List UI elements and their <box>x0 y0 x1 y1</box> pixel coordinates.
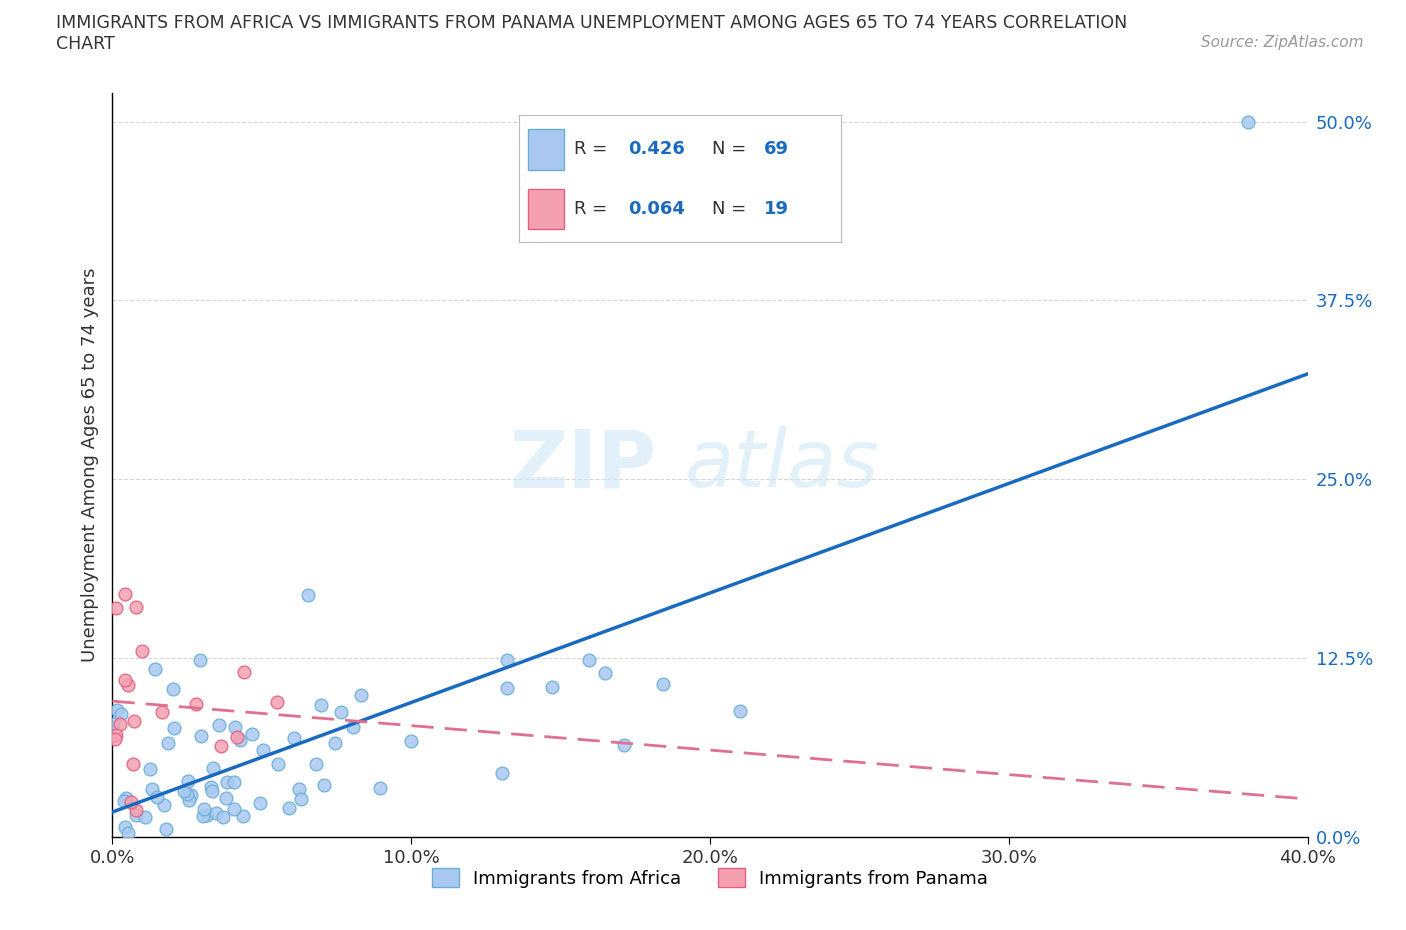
Text: atlas: atlas <box>685 426 879 504</box>
Point <box>121 756 143 771</box>
Point <box>252 743 274 758</box>
Point <box>122 714 145 729</box>
Point <box>190 728 212 743</box>
Point <box>125 807 148 822</box>
Point <box>209 738 232 753</box>
Point <box>105 702 128 717</box>
Point <box>205 805 228 820</box>
Point <box>368 780 391 795</box>
Point <box>145 661 167 676</box>
Point <box>215 790 238 805</box>
Point <box>222 802 245 817</box>
Point <box>105 601 128 616</box>
Point <box>188 652 211 667</box>
Point <box>114 586 136 601</box>
Point <box>193 802 215 817</box>
Point <box>652 677 675 692</box>
Point <box>195 808 218 823</box>
Point <box>125 803 148 817</box>
Point <box>267 756 290 771</box>
Point <box>224 775 246 790</box>
Point <box>114 673 136 688</box>
Point <box>117 678 139 693</box>
Point <box>139 762 162 777</box>
Legend: Immigrants from Africa, Immigrants from Panama: Immigrants from Africa, Immigrants from … <box>425 861 995 895</box>
Point <box>110 707 132 722</box>
Point <box>177 774 200 789</box>
Point <box>155 821 177 836</box>
Point <box>200 779 222 794</box>
Text: IMMIGRANTS FROM AFRICA VS IMMIGRANTS FROM PANAMA UNEMPLOYMENT AMONG AGES 65 TO 7: IMMIGRANTS FROM AFRICA VS IMMIGRANTS FRO… <box>56 14 1128 32</box>
Point <box>117 825 139 840</box>
Text: CHART: CHART <box>56 35 115 53</box>
Point <box>304 756 326 771</box>
Point <box>208 717 231 732</box>
Text: ZIP: ZIP <box>509 426 657 504</box>
Point <box>329 704 352 719</box>
Point <box>145 790 167 804</box>
Point <box>215 775 238 790</box>
Point <box>232 808 254 823</box>
Y-axis label: Unemployment Among Ages 65 to 74 years: Unemployment Among Ages 65 to 74 years <box>80 268 98 662</box>
Point <box>202 761 225 776</box>
Point <box>173 783 195 798</box>
Point <box>180 787 202 802</box>
Point <box>541 679 564 694</box>
Point <box>162 682 184 697</box>
Point <box>266 695 288 710</box>
Point <box>120 794 142 809</box>
Point <box>101 717 124 732</box>
Point <box>288 782 311 797</box>
Point <box>228 733 250 748</box>
Point <box>225 729 247 744</box>
Point <box>283 730 305 745</box>
Point <box>593 665 616 680</box>
Point <box>350 687 373 702</box>
Point <box>104 727 127 742</box>
Point <box>184 697 207 711</box>
Point <box>233 665 256 680</box>
Point <box>157 735 180 750</box>
Point <box>134 810 156 825</box>
Point <box>112 793 135 808</box>
Point <box>114 819 136 834</box>
Point <box>401 734 423 749</box>
Point <box>578 653 600 668</box>
Point <box>309 698 332 712</box>
Point <box>212 809 235 824</box>
Point <box>323 736 346 751</box>
Point <box>131 644 153 658</box>
Point <box>224 720 246 735</box>
Point <box>200 784 222 799</box>
Point <box>290 791 312 806</box>
Point <box>125 599 148 614</box>
Point <box>110 716 132 731</box>
Point <box>163 721 186 736</box>
Text: Source: ZipAtlas.com: Source: ZipAtlas.com <box>1201 35 1364 50</box>
Point <box>104 731 127 746</box>
Point <box>114 790 136 805</box>
Point <box>495 652 517 667</box>
Point <box>191 808 214 823</box>
Point <box>728 703 751 718</box>
Point <box>240 726 263 741</box>
Point <box>176 787 198 802</box>
Point <box>312 777 335 792</box>
Point <box>1237 114 1260 129</box>
Point <box>342 720 364 735</box>
Point <box>491 765 513 780</box>
Point <box>153 798 176 813</box>
Point <box>277 801 299 816</box>
Point <box>141 781 163 796</box>
Point <box>177 793 200 808</box>
Point <box>297 588 319 603</box>
Point <box>249 795 271 810</box>
Point <box>150 704 173 719</box>
Point <box>613 737 636 752</box>
Point <box>496 681 519 696</box>
